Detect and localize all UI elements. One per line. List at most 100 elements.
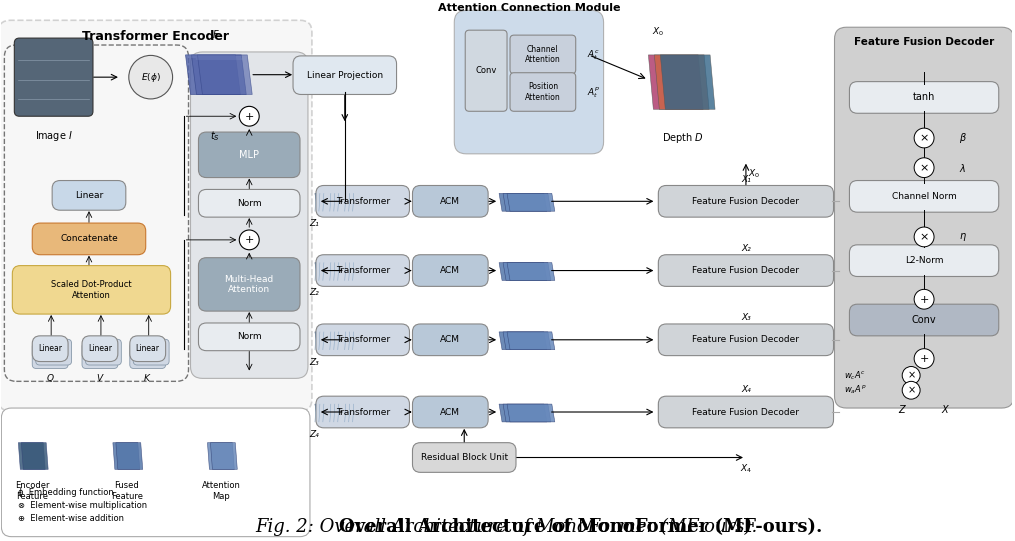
Text: Linear Projection: Linear Projection bbox=[307, 71, 383, 80]
Text: X₁: X₁ bbox=[741, 175, 751, 183]
FancyBboxPatch shape bbox=[1, 408, 310, 537]
Polygon shape bbox=[210, 443, 238, 470]
Text: ACM: ACM bbox=[441, 197, 460, 206]
Text: $A_t^c$: $A_t^c$ bbox=[587, 48, 600, 62]
Text: Overall Architecture of MonoFormer (MF-ours).: Overall Architecture of MonoFormer (MF-o… bbox=[190, 518, 823, 536]
Circle shape bbox=[915, 158, 934, 177]
Polygon shape bbox=[319, 332, 371, 349]
Text: Depth $D$: Depth $D$ bbox=[663, 131, 704, 145]
FancyBboxPatch shape bbox=[412, 255, 488, 286]
FancyBboxPatch shape bbox=[412, 324, 488, 355]
FancyBboxPatch shape bbox=[316, 396, 409, 428]
Polygon shape bbox=[319, 404, 371, 422]
Polygon shape bbox=[192, 55, 247, 95]
FancyBboxPatch shape bbox=[316, 324, 409, 355]
Text: $V$: $V$ bbox=[95, 372, 105, 384]
FancyBboxPatch shape bbox=[82, 336, 118, 361]
Text: Feature Fusion Decoder: Feature Fusion Decoder bbox=[854, 37, 995, 47]
FancyBboxPatch shape bbox=[0, 20, 312, 411]
Text: Image $I$: Image $I$ bbox=[35, 129, 73, 143]
Polygon shape bbox=[315, 404, 367, 422]
FancyBboxPatch shape bbox=[12, 266, 171, 314]
Text: Z₂: Z₂ bbox=[309, 288, 319, 298]
Text: Z₄: Z₄ bbox=[309, 430, 319, 439]
FancyBboxPatch shape bbox=[510, 35, 576, 74]
Text: $X_0$: $X_0$ bbox=[748, 167, 760, 180]
Text: $+$: $+$ bbox=[245, 111, 255, 122]
Text: $\times$: $\times$ bbox=[906, 370, 916, 380]
Text: Multi-Head
Attention: Multi-Head Attention bbox=[224, 275, 274, 294]
Text: $E(\phi)$: $E(\phi)$ bbox=[141, 71, 160, 84]
Text: Channel Norm: Channel Norm bbox=[892, 192, 956, 201]
Polygon shape bbox=[323, 404, 376, 422]
Text: Z₃: Z₃ bbox=[309, 358, 319, 367]
FancyBboxPatch shape bbox=[659, 396, 833, 428]
Text: Attention Connection Module: Attention Connection Module bbox=[437, 3, 620, 14]
Text: Fig. 2: Overall Architecture of MonoFormer (MF-ours).: Fig. 2: Overall Architecture of MonoForm… bbox=[255, 517, 757, 536]
FancyBboxPatch shape bbox=[14, 38, 93, 116]
Text: Feature Fusion Decoder: Feature Fusion Decoder bbox=[692, 407, 800, 417]
Polygon shape bbox=[503, 193, 551, 211]
Polygon shape bbox=[503, 262, 551, 280]
Text: Conv: Conv bbox=[911, 315, 937, 325]
Text: $t_S$: $t_S$ bbox=[210, 129, 220, 143]
Text: $w_a A^p$: $w_a A^p$ bbox=[844, 384, 867, 397]
Text: Linear: Linear bbox=[88, 344, 112, 353]
FancyBboxPatch shape bbox=[834, 27, 1014, 408]
Text: Attention
Map: Attention Map bbox=[202, 481, 241, 500]
Text: Norm: Norm bbox=[236, 332, 262, 341]
FancyBboxPatch shape bbox=[510, 72, 576, 111]
Polygon shape bbox=[666, 262, 724, 280]
Text: $K$: $K$ bbox=[143, 372, 152, 384]
FancyBboxPatch shape bbox=[455, 10, 604, 154]
Text: Transformer: Transformer bbox=[336, 266, 390, 275]
Polygon shape bbox=[18, 443, 46, 470]
Polygon shape bbox=[503, 332, 551, 349]
Polygon shape bbox=[659, 404, 716, 422]
FancyBboxPatch shape bbox=[133, 339, 170, 365]
Polygon shape bbox=[508, 262, 555, 280]
FancyBboxPatch shape bbox=[850, 245, 999, 276]
Circle shape bbox=[915, 289, 934, 309]
FancyBboxPatch shape bbox=[52, 181, 126, 210]
Polygon shape bbox=[659, 193, 716, 211]
Polygon shape bbox=[663, 193, 720, 211]
Text: Feature Fusion Decoder: Feature Fusion Decoder bbox=[692, 197, 800, 206]
FancyBboxPatch shape bbox=[659, 255, 833, 286]
Polygon shape bbox=[499, 404, 547, 422]
Polygon shape bbox=[323, 193, 376, 211]
FancyBboxPatch shape bbox=[130, 343, 165, 368]
Text: tanh: tanh bbox=[912, 93, 935, 102]
Polygon shape bbox=[198, 55, 252, 95]
FancyBboxPatch shape bbox=[659, 186, 833, 217]
FancyBboxPatch shape bbox=[199, 258, 300, 311]
FancyBboxPatch shape bbox=[316, 255, 409, 286]
Text: Transformer: Transformer bbox=[336, 407, 390, 417]
FancyBboxPatch shape bbox=[316, 186, 409, 217]
Text: Linear: Linear bbox=[39, 344, 62, 353]
Polygon shape bbox=[661, 55, 715, 109]
FancyBboxPatch shape bbox=[191, 52, 308, 378]
Circle shape bbox=[915, 227, 934, 247]
FancyBboxPatch shape bbox=[130, 336, 165, 361]
Polygon shape bbox=[21, 443, 48, 470]
FancyBboxPatch shape bbox=[199, 323, 300, 351]
Polygon shape bbox=[323, 332, 376, 349]
Polygon shape bbox=[659, 332, 716, 349]
Text: ACM: ACM bbox=[441, 335, 460, 344]
Polygon shape bbox=[207, 443, 234, 470]
Text: L2-Norm: L2-Norm bbox=[904, 256, 943, 265]
FancyBboxPatch shape bbox=[850, 304, 999, 336]
Text: X₃: X₃ bbox=[741, 313, 751, 322]
Text: Fused
Feature: Fused Feature bbox=[111, 481, 143, 500]
Polygon shape bbox=[659, 262, 716, 280]
FancyBboxPatch shape bbox=[82, 343, 118, 368]
FancyBboxPatch shape bbox=[850, 181, 999, 212]
Text: Transformer Encoder: Transformer Encoder bbox=[81, 30, 228, 43]
Circle shape bbox=[129, 55, 173, 99]
FancyBboxPatch shape bbox=[4, 45, 189, 381]
Text: ⊕  Element-wise addition: ⊕ Element-wise addition bbox=[18, 514, 124, 523]
Text: Linear: Linear bbox=[136, 344, 159, 353]
Polygon shape bbox=[315, 262, 367, 280]
Polygon shape bbox=[508, 193, 555, 211]
